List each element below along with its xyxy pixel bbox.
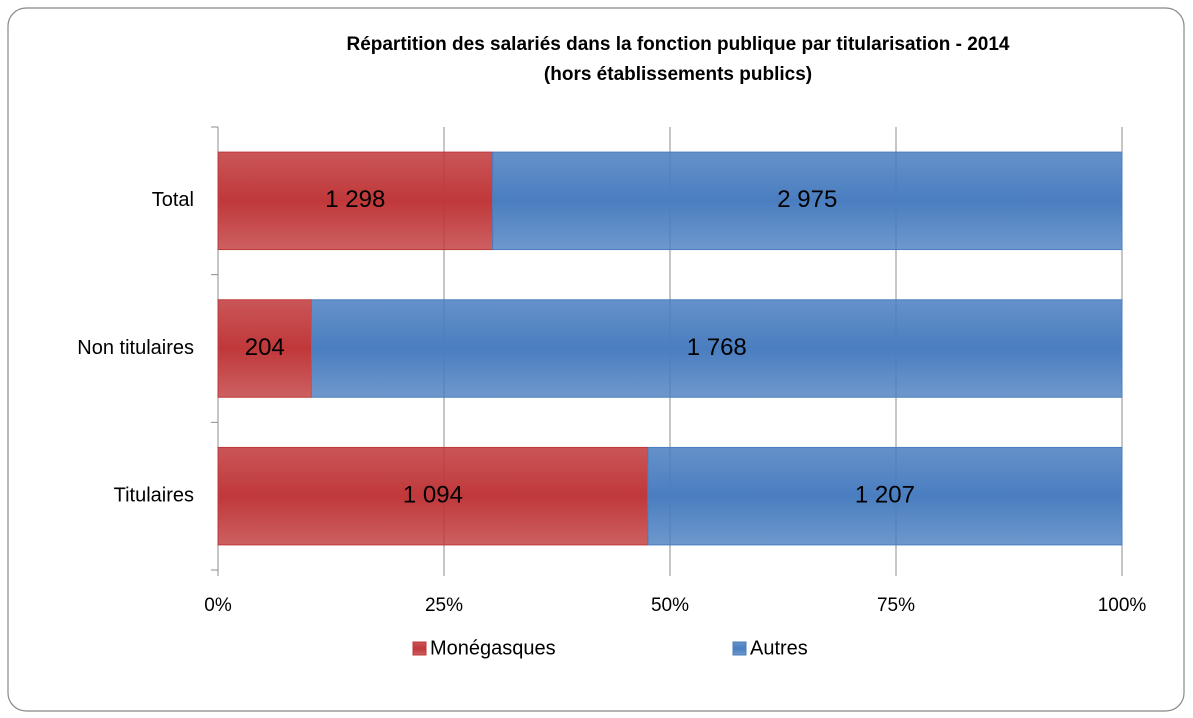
bar: [492, 151, 1123, 251]
x-tick-label: 0%: [204, 595, 232, 616]
chart-subtitle: (hors établissements publics): [544, 64, 812, 85]
bar: [647, 446, 1123, 546]
bar: [217, 446, 649, 546]
legend-swatch: [732, 641, 747, 656]
data-label: 1 768: [687, 334, 747, 361]
data-label: 1 298: [325, 186, 385, 213]
data-label: 2 975: [777, 186, 837, 213]
bar: [217, 151, 494, 251]
x-tick-label: 100%: [1098, 595, 1147, 616]
data-label: 204: [245, 334, 285, 361]
chart-title: Répartition des salariés dans la fonctio…: [346, 34, 1009, 55]
bar: [217, 299, 313, 398]
legend-label: Autres: [750, 637, 808, 659]
y-tick-label: Non titulaires: [77, 337, 194, 359]
y-tick-label: Titulaires: [114, 484, 194, 506]
x-tick-label: 50%: [651, 595, 689, 616]
legend-label: Monégasques: [430, 637, 556, 659]
x-tick-label: 25%: [425, 595, 463, 616]
x-tick-label: 75%: [877, 595, 915, 616]
data-label: 1 094: [403, 482, 463, 509]
legend-swatch: [412, 641, 427, 656]
y-tick-label: Total: [152, 189, 194, 211]
bar: [311, 299, 1123, 398]
data-label: 1 207: [855, 482, 915, 509]
